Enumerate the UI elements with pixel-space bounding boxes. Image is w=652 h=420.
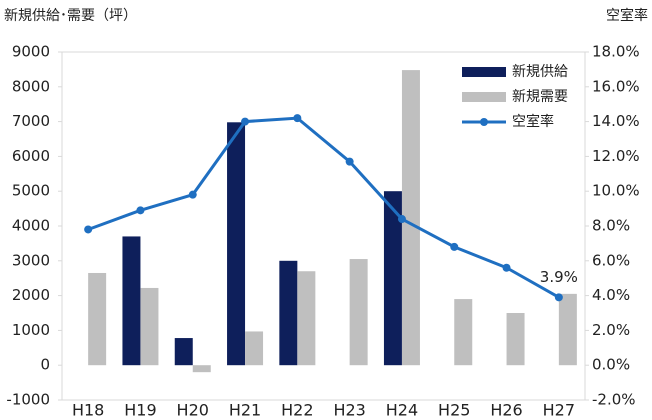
line-marker xyxy=(293,114,302,123)
line-marker xyxy=(450,242,459,251)
line-marker xyxy=(136,206,145,215)
line-marker xyxy=(345,157,354,166)
bar xyxy=(297,271,316,366)
bar xyxy=(506,313,525,366)
bar xyxy=(122,236,141,366)
x-tick-label: H23 xyxy=(333,401,365,420)
y-tick-label: -1000 xyxy=(6,391,50,409)
legend-swatch xyxy=(462,92,506,102)
y2-tick-label: 14.0% xyxy=(592,112,640,130)
y-tick-label: 8000 xyxy=(12,77,50,95)
line-marker xyxy=(397,215,406,224)
y2-tick-label: 12.0% xyxy=(592,147,640,165)
left-axis-title: 新規供給･需要（坪） xyxy=(4,8,137,24)
bar xyxy=(227,122,246,366)
legend-swatch xyxy=(480,118,488,126)
bar xyxy=(245,331,264,366)
bar xyxy=(401,70,420,366)
y-tick-label: 3000 xyxy=(12,251,50,269)
y2-tick-label: 18.0% xyxy=(592,43,640,61)
bar xyxy=(140,287,159,366)
y-tick-label: 7000 xyxy=(12,112,50,130)
x-tick-label: H18 xyxy=(72,401,104,420)
bar xyxy=(279,260,298,366)
x-tick-label: H25 xyxy=(438,401,470,420)
y-tick-label: 6000 xyxy=(12,147,50,165)
x-tick-label: H24 xyxy=(386,401,418,420)
y-tick-label: 9000 xyxy=(12,43,50,61)
line-marker xyxy=(502,263,511,272)
bar xyxy=(454,299,473,366)
line xyxy=(87,116,560,299)
y-tick-label: 4000 xyxy=(12,217,50,235)
legend-swatch xyxy=(462,67,506,77)
y2-tick-label: 16.0% xyxy=(592,77,640,95)
bar xyxy=(88,272,107,366)
line-marker xyxy=(554,293,563,302)
legend-label: 新規供給 xyxy=(512,64,568,80)
y2-tick-label: 4.0% xyxy=(592,286,630,304)
y2-tick-label: 8.0% xyxy=(592,217,630,235)
x-tick-label: H19 xyxy=(124,401,156,420)
legend-label: 新規需要 xyxy=(512,89,568,105)
x-tick-label: H22 xyxy=(281,401,313,420)
right-axis-title: 空室率 xyxy=(606,7,648,24)
line-marker xyxy=(241,117,250,126)
y2-tick-label: -2.0% xyxy=(592,391,636,409)
x-tick-label: H20 xyxy=(177,401,209,420)
y-tick-label: 1000 xyxy=(12,321,50,339)
y2-tick-label: 6.0% xyxy=(592,251,630,269)
bar xyxy=(192,365,211,373)
y2-tick-label: 2.0% xyxy=(592,321,630,339)
legend-label: 空室率 xyxy=(512,113,554,130)
bar xyxy=(174,338,193,366)
y2-tick-label: 0.0% xyxy=(592,356,630,374)
bar xyxy=(383,191,402,366)
y-tick-label: 5000 xyxy=(12,182,50,200)
x-tick-label: H27 xyxy=(543,401,575,420)
bar xyxy=(558,293,577,366)
y-tick-label: 2000 xyxy=(12,286,50,304)
y-tick-label: 0 xyxy=(40,356,50,374)
x-tick-label: H26 xyxy=(490,401,522,420)
y2-tick-label: 10.0% xyxy=(592,182,640,200)
line-marker xyxy=(188,190,197,199)
x-tick-label: H21 xyxy=(229,401,261,420)
bar xyxy=(349,259,368,366)
data-label: 3.9% xyxy=(540,268,578,286)
line-marker xyxy=(84,225,93,234)
